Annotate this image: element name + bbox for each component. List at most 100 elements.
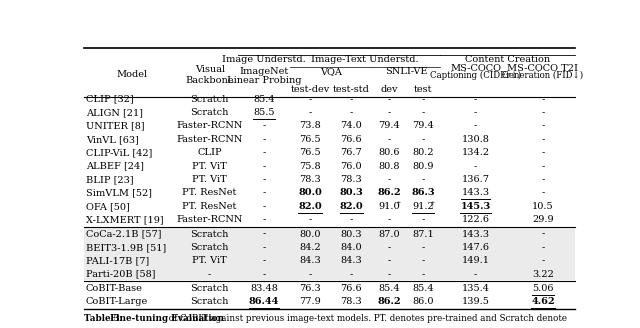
Text: -: - (208, 270, 211, 279)
Text: Image Understd.: Image Understd. (222, 55, 306, 64)
Text: -: - (350, 108, 353, 117)
Text: -: - (350, 270, 353, 279)
Text: SNLI-VE: SNLI-VE (385, 67, 428, 76)
Text: 84.3: 84.3 (340, 256, 362, 265)
Text: †: † (431, 199, 435, 208)
Text: test: test (414, 85, 433, 94)
Text: OFA [50]: OFA [50] (86, 202, 130, 211)
Text: 85.4: 85.4 (412, 284, 434, 293)
Text: 76.5: 76.5 (300, 135, 321, 144)
Text: Scratch: Scratch (191, 243, 229, 252)
Text: -: - (262, 230, 266, 238)
Text: 74.0: 74.0 (340, 121, 362, 131)
Text: CoCa-2.1B [57]: CoCa-2.1B [57] (86, 230, 161, 238)
Text: 83.48: 83.48 (250, 284, 278, 293)
Text: -: - (308, 108, 312, 117)
Text: 86.3: 86.3 (412, 188, 435, 197)
Text: PT. ViT: PT. ViT (192, 162, 227, 171)
Text: SimVLM [52]: SimVLM [52] (86, 188, 152, 197)
Text: 147.6: 147.6 (461, 243, 490, 252)
Text: MS-COCO T2I: MS-COCO T2I (508, 64, 579, 73)
Text: -: - (474, 121, 477, 131)
Text: 76.5: 76.5 (300, 148, 321, 157)
Text: -: - (308, 270, 312, 279)
Text: 80.8: 80.8 (378, 162, 400, 171)
Text: -: - (308, 215, 312, 224)
Text: 87.1: 87.1 (412, 230, 434, 238)
Text: 80.2: 80.2 (412, 148, 434, 157)
Text: Faster-RCNN: Faster-RCNN (177, 135, 243, 144)
Text: -: - (387, 256, 390, 265)
Text: -: - (422, 215, 425, 224)
Text: -: - (387, 243, 390, 252)
Text: -: - (262, 256, 266, 265)
Text: -: - (262, 270, 266, 279)
Text: -: - (541, 135, 545, 144)
Text: -: - (387, 215, 390, 224)
Text: 82.0: 82.0 (298, 202, 322, 211)
Text: Faster-RCNN: Faster-RCNN (177, 121, 243, 131)
Text: -: - (262, 188, 266, 197)
Text: 82.0: 82.0 (340, 202, 364, 211)
Text: CLIP: CLIP (197, 148, 222, 157)
Text: CoBIT-Large: CoBIT-Large (86, 297, 148, 306)
Text: Scratch: Scratch (191, 297, 229, 306)
Text: 29.9: 29.9 (532, 215, 554, 224)
Text: ImageNet: ImageNet (239, 67, 289, 76)
Text: Linear Probing: Linear Probing (227, 76, 301, 85)
Text: 78.3: 78.3 (300, 175, 321, 184)
Text: Scratch: Scratch (191, 284, 229, 293)
Text: 145.3: 145.3 (460, 202, 491, 211)
Text: 86.2: 86.2 (377, 297, 401, 306)
Text: 143.3: 143.3 (461, 188, 490, 197)
Text: 91.2: 91.2 (412, 202, 434, 211)
Text: 122.6: 122.6 (461, 215, 490, 224)
Text: 85.4: 85.4 (378, 284, 400, 293)
Text: 76.3: 76.3 (300, 284, 321, 293)
Text: -: - (387, 108, 390, 117)
Text: -: - (474, 162, 477, 171)
Text: 86.44: 86.44 (249, 297, 279, 306)
Text: 5.06: 5.06 (532, 284, 554, 293)
Text: VQA: VQA (320, 67, 342, 76)
Text: -: - (350, 95, 353, 104)
Text: †: † (397, 199, 401, 208)
Text: 77.9: 77.9 (300, 297, 321, 306)
Text: 86.0: 86.0 (412, 297, 434, 306)
Text: of CoBIT against previous image-text models. PT. denotes pre-trained and Scratch: of CoBIT against previous image-text mod… (166, 314, 567, 323)
Text: 76.0: 76.0 (340, 162, 362, 171)
Text: 10.5: 10.5 (532, 202, 554, 211)
Text: PT. ViT: PT. ViT (192, 175, 227, 184)
Text: 80.3: 80.3 (340, 188, 364, 197)
Text: -: - (541, 162, 545, 171)
Text: 134.2: 134.2 (461, 148, 490, 157)
Text: -: - (387, 95, 390, 104)
Text: 130.8: 130.8 (461, 135, 490, 144)
Text: 87.0: 87.0 (378, 230, 400, 238)
Text: 4.62: 4.62 (531, 297, 555, 306)
Bar (84, 228, 575, 280)
Text: 139.5: 139.5 (461, 297, 490, 306)
Text: Faster-RCNN: Faster-RCNN (177, 215, 243, 224)
Text: 135.4: 135.4 (461, 284, 490, 293)
Text: 91.0: 91.0 (378, 202, 400, 211)
Text: MS-COCO: MS-COCO (450, 64, 501, 73)
Text: -: - (350, 215, 353, 224)
Text: 3.22: 3.22 (532, 270, 554, 279)
Text: Scratch: Scratch (191, 230, 229, 238)
Text: 76.6: 76.6 (340, 284, 362, 293)
Text: 80.3: 80.3 (340, 230, 362, 238)
Text: -: - (541, 243, 545, 252)
Text: 85.4: 85.4 (253, 95, 275, 104)
Text: -: - (541, 175, 545, 184)
Text: dev: dev (380, 85, 398, 94)
Text: PT. ResNet: PT. ResNet (182, 202, 237, 211)
Text: 85.5: 85.5 (253, 108, 275, 117)
Text: -: - (262, 215, 266, 224)
Text: -: - (541, 108, 545, 117)
Text: test-dev: test-dev (291, 85, 330, 94)
Text: -: - (262, 243, 266, 252)
Text: PT. ViT: PT. ViT (192, 256, 227, 265)
Text: Parti-20B [58]: Parti-20B [58] (86, 270, 156, 279)
Text: 76.6: 76.6 (340, 135, 362, 144)
